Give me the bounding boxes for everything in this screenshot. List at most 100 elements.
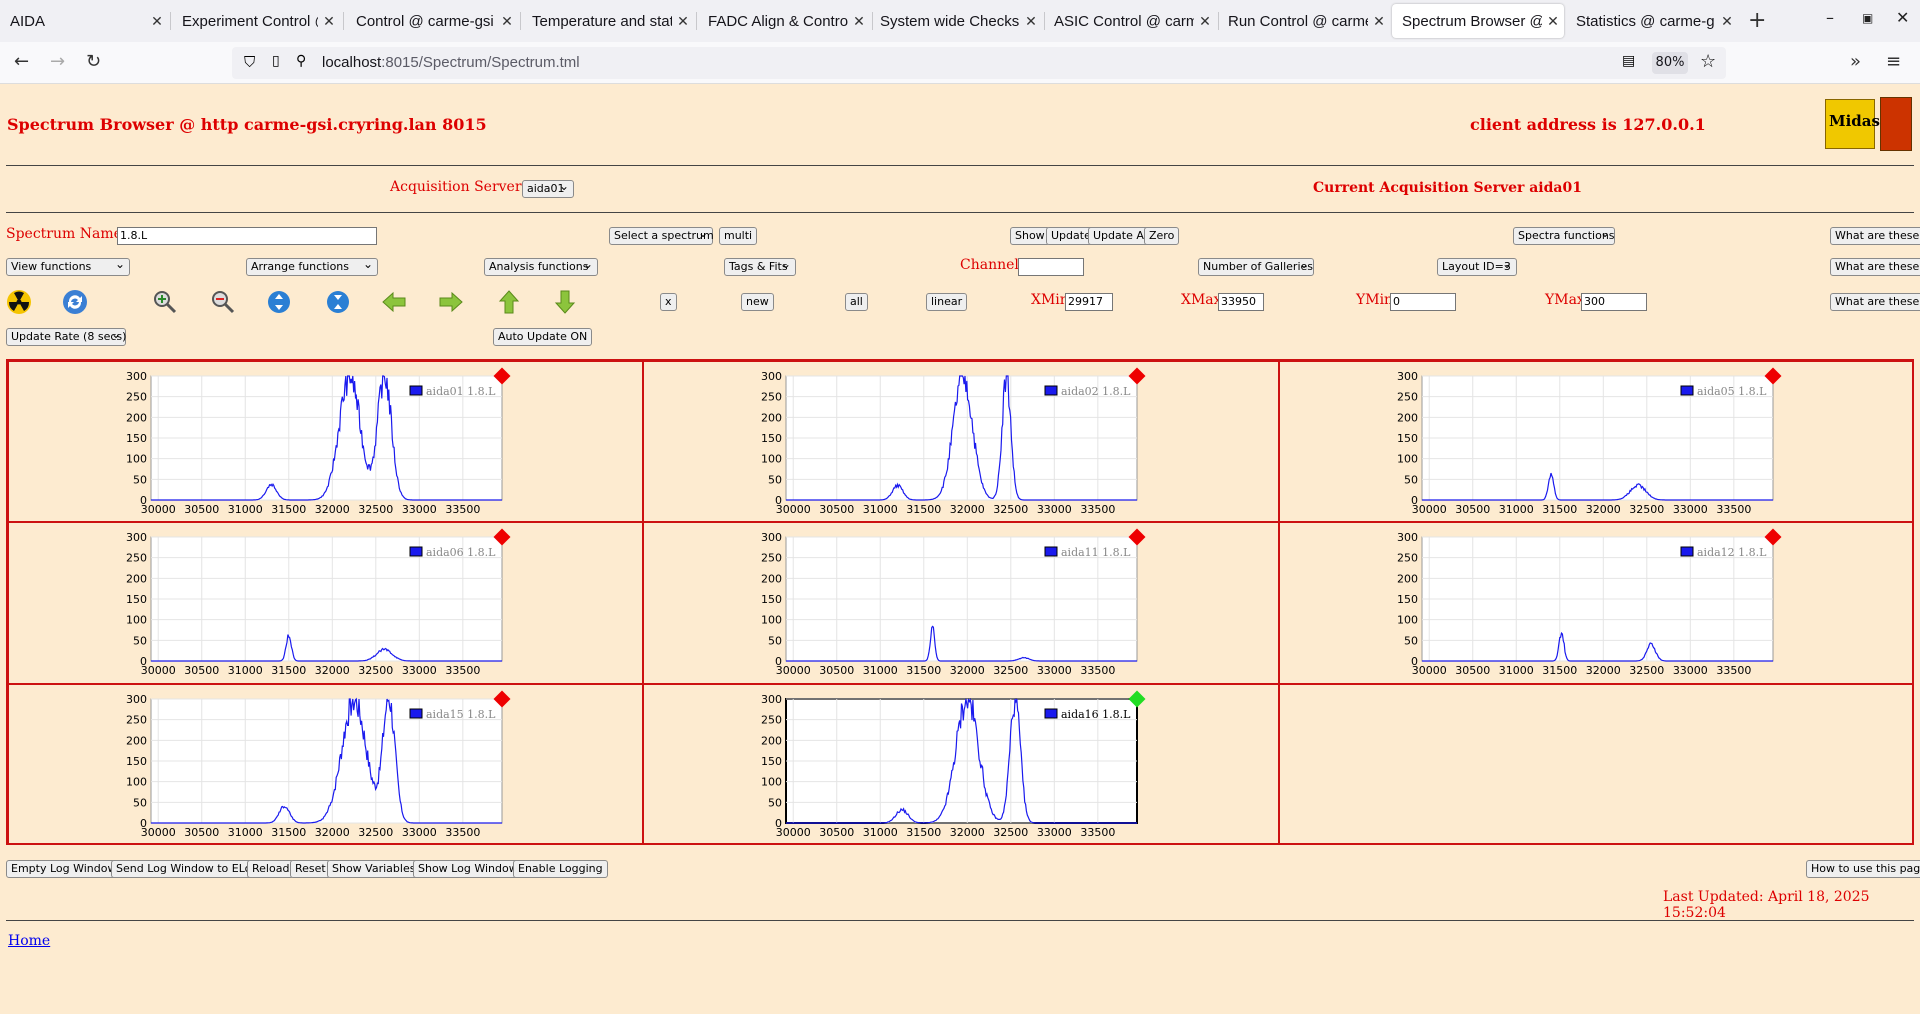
tab-temperature[interactable]: Temperature and stat ✕ bbox=[522, 0, 694, 42]
x-tick-label: 32500 bbox=[994, 826, 1029, 839]
tab-aida[interactable]: AIDA ✕ bbox=[0, 0, 168, 42]
spectrum-plot[interactable]: 30000 30500 31000 31500 32000 32500 33000 33500… bbox=[1280, 523, 1915, 684]
send-log-button[interactable]: Send Log Window to ELog bbox=[111, 860, 264, 878]
spectrum-plot[interactable]: 30000 30500 31000 31500 32000 32500 33000 33500… bbox=[644, 523, 1279, 684]
acquisition-server-select[interactable]: aida01 bbox=[522, 178, 574, 198]
tab-statistics[interactable]: Statistics @ carme-g ✕ bbox=[1566, 0, 1738, 42]
minimize-icon[interactable]: – bbox=[1826, 8, 1834, 27]
x-button[interactable]: x bbox=[660, 293, 677, 311]
close-icon[interactable]: ✕ bbox=[1547, 12, 1559, 29]
arrow-up-icon[interactable] bbox=[496, 289, 522, 315]
spectrum-plot[interactable]: 30000 30500 31000 31500 32000 32500 33000 33500… bbox=[9, 362, 644, 523]
x-tick-label: 31000 bbox=[863, 826, 898, 839]
zoom-out-icon[interactable] bbox=[210, 289, 236, 315]
spectrum-plot[interactable]: 30000 30500 31000 31500 32000 32500 33000 33500… bbox=[644, 685, 1279, 846]
new-button[interactable]: new bbox=[741, 293, 774, 311]
spectrum-plot[interactable]: 30000 30500 31000 31500 32000 32500 33000 33500… bbox=[9, 523, 644, 684]
close-icon[interactable]: ✕ bbox=[677, 12, 689, 29]
tab-experiment-control[interactable]: Experiment Control @ ✕ bbox=[172, 0, 340, 42]
y-tick-label: 300 bbox=[126, 370, 147, 383]
reload-button[interactable]: Reload bbox=[247, 860, 295, 878]
maximize-icon[interactable]: ▣ bbox=[1862, 11, 1874, 25]
spectrum-plot[interactable]: 30000 30500 31000 31500 32000 32500 33000 33500… bbox=[1280, 362, 1915, 523]
tags-fits-select[interactable]: Tags & Fits bbox=[724, 256, 796, 276]
status-diamond-icon[interactable] bbox=[493, 690, 511, 708]
refresh-icon[interactable] bbox=[62, 289, 88, 315]
ymin-input[interactable]: 0 bbox=[1390, 293, 1456, 311]
status-diamond-icon[interactable] bbox=[493, 528, 511, 546]
tab-control[interactable]: Control @ carme-gsi ✕ bbox=[346, 0, 518, 42]
channel-input[interactable] bbox=[1018, 258, 1084, 276]
arrange-functions-select[interactable]: Arrange functions bbox=[246, 256, 378, 276]
close-icon[interactable]: ✕ bbox=[1721, 12, 1733, 29]
tab-spectrum-browser[interactable]: Spectrum Browser @ ✕ bbox=[1392, 4, 1564, 38]
zoom-level[interactable]: 80% bbox=[1652, 52, 1688, 74]
enable-logging-button[interactable]: Enable Logging bbox=[513, 860, 608, 878]
tab-run-control[interactable]: Run Control @ carme ✕ bbox=[1218, 0, 1390, 42]
show-variables-button[interactable]: Show Variables bbox=[327, 860, 421, 878]
xmin-input[interactable]: 29917 bbox=[1065, 293, 1113, 311]
close-icon[interactable]: ✕ bbox=[501, 12, 513, 29]
bookmark-star-icon[interactable]: ☆ bbox=[1700, 51, 1717, 72]
close-icon[interactable]: ✕ bbox=[1373, 12, 1385, 29]
xmax-input[interactable]: 33950 bbox=[1218, 293, 1264, 311]
spectra-functions-select[interactable]: Spectra functions bbox=[1513, 225, 1615, 245]
arrow-right-icon[interactable] bbox=[438, 289, 464, 315]
shield-icon[interactable]: ⛉ bbox=[244, 53, 256, 71]
x-tick-label: 32000 bbox=[950, 664, 985, 677]
update-all-button[interactable]: Update All bbox=[1088, 227, 1155, 245]
close-icon[interactable]: ✕ bbox=[1025, 12, 1037, 29]
arrow-left-icon[interactable] bbox=[381, 289, 407, 315]
spectrum-name-input[interactable]: 1.8.L bbox=[117, 227, 377, 245]
what-are-these-button-3[interactable]: What are these? bbox=[1830, 293, 1920, 311]
select-spectrum[interactable]: Select a spectrum bbox=[609, 225, 714, 245]
what-are-these-button-2[interactable]: What are these? bbox=[1830, 258, 1920, 276]
reload-icon[interactable]: ↻ bbox=[86, 51, 102, 72]
auto-update-button[interactable]: Auto Update ON bbox=[493, 328, 593, 346]
zero-button[interactable]: Zero bbox=[1144, 227, 1180, 245]
radiation-icon[interactable] bbox=[6, 289, 32, 315]
close-icon[interactable]: ✕ bbox=[151, 12, 163, 29]
tab-asic-control[interactable]: ASIC Control @ carm ✕ bbox=[1044, 0, 1216, 42]
empty-log-button[interactable]: Empty Log Window bbox=[6, 860, 122, 878]
number-of-galleries-select[interactable]: Number of Galleries bbox=[1198, 256, 1314, 276]
multi-button[interactable]: multi bbox=[719, 227, 758, 245]
page-info-icon[interactable]: ▯ bbox=[272, 53, 280, 69]
home-link[interactable]: Home bbox=[8, 933, 51, 949]
show-log-button[interactable]: Show Log Window bbox=[413, 860, 523, 878]
show-button[interactable]: Show bbox=[1010, 227, 1050, 245]
y-expand-icon[interactable] bbox=[266, 289, 292, 315]
spectrum-plot[interactable]: 30000 30500 31000 31500 32000 32500 33000 33500… bbox=[9, 685, 644, 846]
window-close-icon[interactable]: ✕ bbox=[1896, 8, 1910, 27]
arrow-down-icon[interactable] bbox=[552, 289, 578, 315]
forward-icon[interactable]: → bbox=[50, 51, 66, 72]
y-shrink-icon[interactable] bbox=[325, 289, 351, 315]
x-tick-label: 30500 bbox=[1455, 664, 1490, 677]
close-icon[interactable]: ✕ bbox=[853, 12, 865, 29]
update-button[interactable]: Update bbox=[1046, 227, 1096, 245]
all-button[interactable]: all bbox=[845, 293, 868, 311]
hamburger-menu-icon[interactable]: ≡ bbox=[1886, 51, 1902, 72]
what-are-these-button-1[interactable]: What are these? bbox=[1830, 227, 1920, 245]
view-functions-select[interactable]: View functions bbox=[6, 256, 130, 276]
tab-label: FADC Align & Control bbox=[708, 12, 848, 30]
tab-system-checks[interactable]: System wide Checks (✕ bbox=[870, 0, 1042, 42]
permissions-icon[interactable]: ⚲ bbox=[296, 53, 307, 69]
back-icon[interactable]: ← bbox=[14, 51, 30, 72]
new-tab-icon[interactable]: + bbox=[1748, 8, 1767, 33]
how-to-use-button[interactable]: How to use this page bbox=[1806, 860, 1920, 878]
reader-view-icon[interactable]: ▤ bbox=[1622, 53, 1636, 69]
layout-select[interactable]: Layout ID=3 bbox=[1437, 256, 1517, 276]
overflow-menu-icon[interactable]: » bbox=[1850, 51, 1862, 72]
ymax-input[interactable]: 300 bbox=[1581, 293, 1647, 311]
linear-button[interactable]: linear bbox=[926, 293, 968, 311]
analysis-functions-select[interactable]: Analysis functions bbox=[484, 256, 598, 276]
reset-button[interactable]: Reset bbox=[290, 860, 331, 878]
tab-fadc-align[interactable]: FADC Align & Control ✕ bbox=[698, 0, 870, 42]
spectrum-plot[interactable]: 30000 30500 31000 31500 32000 32500 33000 33500… bbox=[644, 362, 1279, 523]
url-bar[interactable]: ⛉ ▯ ⚲ localhost:8015/Spectrum/Spectrum.t… bbox=[232, 47, 1726, 79]
close-icon[interactable]: ✕ bbox=[1199, 12, 1211, 29]
zoom-in-icon[interactable] bbox=[152, 289, 178, 315]
close-icon[interactable]: ✕ bbox=[323, 12, 335, 29]
update-rate-select[interactable]: Update Rate (8 secs) bbox=[6, 326, 126, 346]
